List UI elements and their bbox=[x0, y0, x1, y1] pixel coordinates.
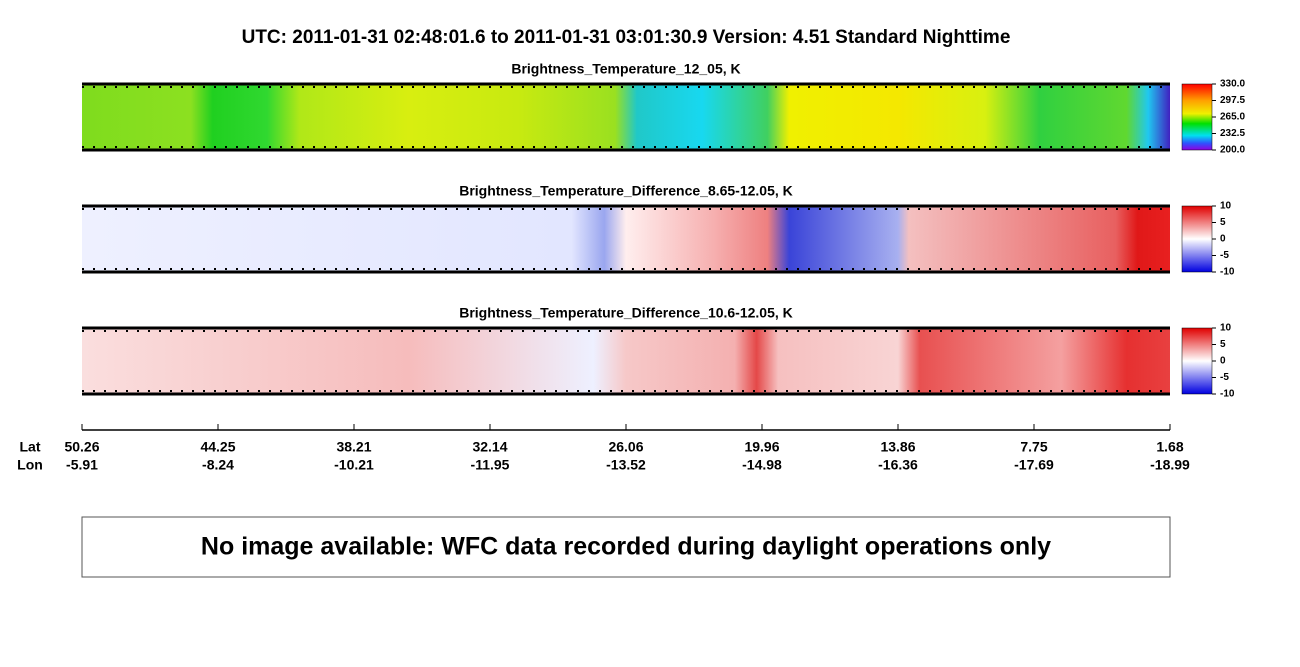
colorbar-label: 0 bbox=[1220, 356, 1226, 367]
colorbar-label: 5 bbox=[1220, 339, 1226, 350]
notice: No image available: WFC data recorded du… bbox=[201, 533, 1051, 561]
colorbar-label: 200.0 bbox=[1220, 145, 1245, 156]
colorbar-label: 232.5 bbox=[1220, 128, 1245, 139]
colorbar-label: 10 bbox=[1220, 323, 1232, 334]
lat-title: Lat bbox=[20, 439, 41, 455]
colorbar-label: 297.5 bbox=[1220, 95, 1245, 106]
lat-label: 44.25 bbox=[200, 439, 235, 455]
colorbar-label: 330.0 bbox=[1220, 79, 1245, 90]
lat-label: 38.21 bbox=[336, 439, 371, 455]
lat-label: 13.86 bbox=[880, 439, 915, 455]
lon-label: -17.69 bbox=[1014, 457, 1054, 473]
panel-title: Brightness_Temperature_Difference_8.65-1… bbox=[459, 183, 793, 199]
lon-label: -16.36 bbox=[878, 457, 918, 473]
colorbar-label: -5 bbox=[1220, 372, 1229, 383]
lon-label: -14.98 bbox=[742, 457, 782, 473]
lat-label: 19.96 bbox=[744, 439, 779, 455]
lat-label: 1.68 bbox=[1156, 439, 1183, 455]
title: UTC: 2011-01-31 02:48:01.6 to 2011-01-31… bbox=[242, 27, 1011, 48]
colorbar bbox=[1181, 205, 1213, 273]
colorbar-label: 10 bbox=[1220, 201, 1232, 212]
lat-label: 32.14 bbox=[472, 439, 507, 455]
lon-label: -5.91 bbox=[66, 457, 98, 473]
colorbar-label: -10 bbox=[1220, 267, 1235, 278]
colorbar bbox=[1181, 83, 1213, 151]
notice-box bbox=[81, 516, 1171, 578]
colorbar-label: 5 bbox=[1220, 217, 1226, 228]
lon-label: -10.21 bbox=[334, 457, 374, 473]
panel-title: Brightness_Temperature_Difference_10.6-1… bbox=[459, 305, 793, 321]
image-strip bbox=[82, 206, 1170, 272]
lon-label: -8.24 bbox=[202, 457, 234, 473]
lon-label: -18.99 bbox=[1150, 457, 1190, 473]
colorbar-label: 0 bbox=[1220, 234, 1226, 245]
colorbar-label: -5 bbox=[1220, 250, 1229, 261]
lon-label: -13.52 bbox=[606, 457, 646, 473]
panel-title: Brightness_Temperature_12_05, K bbox=[511, 61, 740, 77]
lat-label: 7.75 bbox=[1020, 439, 1047, 455]
colorbar-label: -10 bbox=[1220, 389, 1235, 400]
image-strip bbox=[82, 328, 1170, 394]
colorbar-label: 265.0 bbox=[1220, 112, 1245, 123]
lon-title: Lon bbox=[17, 457, 43, 473]
lon-label: -11.95 bbox=[471, 457, 510, 473]
colorbar bbox=[1181, 327, 1213, 395]
lat-label: 26.06 bbox=[608, 439, 643, 455]
lat-label: 50.26 bbox=[64, 439, 99, 455]
image-strip bbox=[82, 84, 1170, 150]
